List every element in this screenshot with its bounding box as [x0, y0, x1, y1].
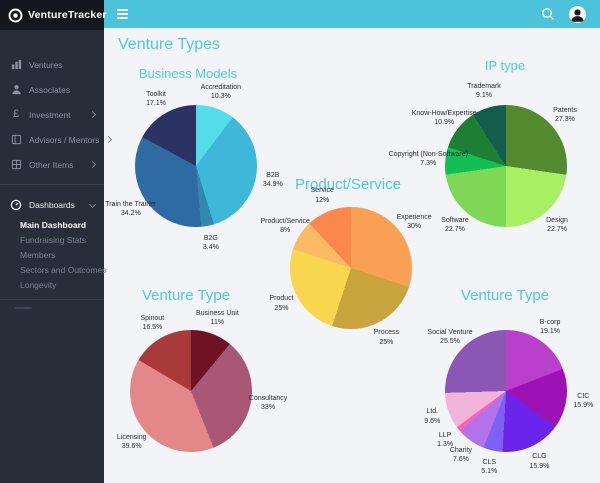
pie-slice-label: Software 22.7% — [441, 216, 469, 233]
sidebar: VentureTracker Ventures Associates £ Inv… — [0, 0, 113, 483]
pie-slice-label: B-corp 19.1% — [539, 318, 561, 335]
pie-slice-label: CLS 5.1% — [481, 459, 498, 476]
sidebar-menu: Ventures Associates £ Investment Advisor… — [0, 30, 113, 309]
sidebar-item-label: Other Items — [29, 159, 74, 170]
pie-slice-label: B2G 3.4% — [202, 234, 219, 251]
sidebar-item-advisors-mentors[interactable]: Advisors / Mentors — [0, 127, 113, 152]
sidebar-item-investment[interactable]: £ Investment — [0, 102, 104, 127]
ip-type-pie[interactable] — [445, 105, 567, 227]
pie-chart-product-service: Experience 30% Process 25% Product 25% Product… — [260, 187, 431, 345]
menu-toggle-icon[interactable] — [117, 9, 128, 19]
chart-title-ip-type: IP type — [484, 58, 526, 73]
pie-slice-label: CIC 15.9% — [573, 392, 594, 410]
pie-slice-label: Toolkit 17.1% — [146, 90, 166, 108]
pie-slice-label: Consultancy 33% — [248, 394, 288, 412]
grid-icon — [10, 159, 22, 170]
bar-chart-icon — [10, 59, 22, 70]
chevron-down-icon — [88, 200, 97, 209]
pie-chart-business-models: Accreditation 10.3% B2B 34.9% B2G 3.4% Train t… — [105, 84, 283, 251]
sidebar-item-dashboards[interactable]: Dashboards — [0, 192, 104, 217]
chart-title-venture-type-left: Venture Type — [141, 287, 231, 304]
venture-type-right-pie[interactable] — [445, 330, 567, 452]
gauge-icon — [10, 199, 22, 211]
pie-slice-label: CLG 15.9% — [529, 453, 550, 470]
top-bar — [104, 0, 600, 28]
pound-icon: £ — [12, 108, 20, 120]
person-icon — [10, 84, 22, 95]
pie-slice-label: Process 25% — [373, 329, 400, 346]
search-icon[interactable] — [541, 7, 555, 21]
pie-chart-ip-type: Patents 27.3% Design 22.7% Software 22.7% Copy… — [389, 83, 577, 233]
sidebar-item-label: Ventures — [29, 59, 63, 70]
sidebar-item-sectors-and-outcomes[interactable]: Sectors and Outcomes — [20, 264, 107, 275]
user-avatar-icon[interactable] — [569, 5, 586, 23]
chevron-right-icon — [88, 160, 97, 169]
sidebar-item-label: Investment — [29, 109, 71, 120]
venture-type-left-pie[interactable] — [130, 330, 252, 452]
product-service-pie[interactable] — [290, 207, 412, 329]
sidebar-item-longevity[interactable]: Longevity — [20, 279, 57, 290]
chevron-right-icon — [88, 110, 97, 119]
pie-slice-label: Accreditation 10.3% — [200, 83, 242, 101]
pie-slice-label: Ltd. 9.6% — [424, 408, 441, 425]
chart-title-venture-type-right: Venture Type — [460, 287, 550, 304]
main-content: Venture Types Business Models Accreditat… — [104, 28, 600, 483]
pie-slice-label: Patents 27.3% — [553, 106, 577, 123]
pie-slice-label: Business Unit 11% — [195, 309, 239, 326]
business-models-pie[interactable] — [135, 105, 257, 227]
pie-slice-label: Trademark 9.1% — [467, 83, 501, 100]
sidebar-item-fundraising-stats[interactable]: Fundraising Stats — [20, 234, 87, 245]
sidebar-divider — [0, 299, 104, 300]
pie-slice-label: LLP 1.3% — [437, 431, 454, 448]
page-title: Venture Types — [118, 36, 220, 53]
sidebar-divider — [0, 184, 104, 185]
dashboards-submenu: Main Dashboard Fundraising Stats Members… — [0, 217, 107, 292]
pie-slice-label: Experience 30% — [396, 214, 432, 231]
pie-slice-label: Licensing 39.6% — [116, 433, 147, 450]
chart-title-product-service: Product/Service — [295, 176, 401, 193]
sidebar-item-label: Advisors / Mentors — [29, 134, 100, 145]
sidebar-item-other-items[interactable]: Other Items — [0, 152, 104, 177]
sidebar-item-members[interactable]: Members — [20, 249, 56, 260]
sidebar-item-main-dashboard[interactable]: Main Dashboard — [20, 219, 87, 230]
pie-slice-label: Charity 7.6% — [449, 446, 473, 463]
pie-chart-venture-type-right: B-corp 19.1% CIC 15.9% CLG 15.9% CLS 5.1% Charit… — [424, 319, 593, 476]
pie-slice-label: Spinout 16.5% — [140, 315, 165, 332]
book-icon — [10, 134, 22, 145]
chart-title-business-models: Business Models — [138, 66, 238, 81]
pie-slice-label: Design 22.7% — [546, 216, 568, 233]
sidebar-footer-stub — [14, 307, 32, 309]
app-title: VentureTracker — [28, 9, 107, 21]
sidebar-item-ventures[interactable]: Ventures — [0, 52, 104, 77]
sidebar-item-label: Associates — [29, 84, 71, 95]
app-logo[interactable]: VentureTracker — [0, 0, 107, 30]
sidebar-item-label: Dashboards — [29, 199, 75, 210]
pie-chart-venture-type-left: Business Unit 11% Consultancy 33% Licensing 3… — [117, 310, 287, 452]
venturetracker-logo-icon — [8, 8, 23, 23]
pie-slice-label: Social Venture 25.5% — [427, 328, 473, 345]
sidebar-item-associates[interactable]: Associates — [0, 77, 104, 102]
